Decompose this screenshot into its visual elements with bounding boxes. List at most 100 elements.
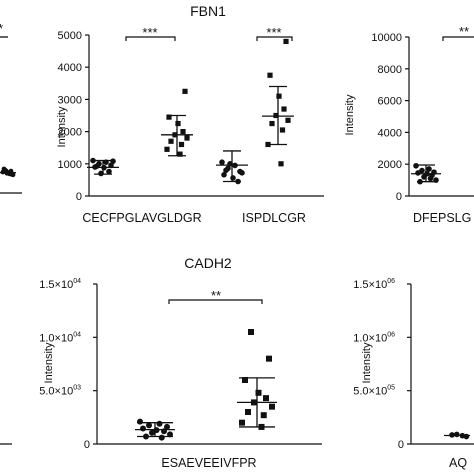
data-point [158, 434, 165, 441]
data-point [263, 395, 269, 402]
data-point [180, 129, 186, 135]
data-point [167, 431, 173, 438]
data-point [433, 177, 439, 183]
data-point [172, 132, 178, 138]
y-tick-label: 4000 [378, 127, 402, 139]
y-tick-label: 0 [396, 191, 402, 203]
data-point [140, 425, 146, 432]
y-tick-label: 2000 [378, 159, 402, 171]
data-point [245, 409, 251, 415]
y-tick-label: 5000 [58, 30, 82, 42]
data-point [427, 175, 434, 182]
category-label: CECFPGLAVGLDGR [82, 211, 201, 225]
data-point [2, 167, 8, 173]
data-point [230, 175, 236, 181]
data-point [278, 161, 284, 167]
y-ticks: 0 1000 2000 3000 4000 5000 [58, 30, 89, 203]
y-tick-label: 6000 [378, 96, 402, 108]
y-tick-label: 4000 [58, 62, 82, 74]
data-points [135, 329, 277, 441]
panel-fbn1: FBN1 Intensity 0 1000 2000 3000 4000 5000 CEC… [56, 3, 324, 225]
data-point [101, 164, 107, 171]
significance-label: ** [459, 24, 469, 39]
y-tick-label: 1.0×1004 [39, 331, 81, 344]
data-point [103, 159, 109, 165]
data-points [411, 162, 441, 185]
data-point [178, 141, 185, 148]
data-point [279, 127, 286, 133]
significance-bracket [125, 36, 176, 41]
data-point [426, 166, 432, 172]
data-point [146, 422, 152, 429]
y-ticks: 0 5.0×1005 1.0×1006 1.5×1006 [353, 278, 411, 451]
data-point [260, 412, 267, 419]
data-point [221, 171, 227, 178]
y-tick-label: 0 [76, 191, 82, 203]
data-point [283, 38, 289, 45]
data-point [110, 158, 116, 165]
y-tick-label: 1000 [58, 159, 82, 171]
y-axis-label: Intensity [56, 106, 68, 147]
significance-bracket [442, 36, 474, 41]
data-point [251, 399, 257, 406]
y-axis-label: Intensity [43, 342, 55, 383]
data-points [87, 38, 294, 185]
y-tick-label: 2000 [58, 127, 82, 139]
data-point [223, 167, 229, 174]
y-tick-label: 5.0×1003 [39, 385, 81, 398]
data-point [137, 418, 143, 425]
data-point [227, 161, 233, 167]
data-point [10, 172, 16, 178]
data-point [267, 72, 273, 78]
significance-bracket [256, 36, 293, 41]
y-ticks: 0 5.0×1003 1.0×1004 1.5×1004 [39, 278, 97, 451]
data-point [90, 157, 96, 164]
data-point [164, 423, 170, 430]
data-point [235, 178, 241, 185]
panel-bottom-right-partial: Intensity 0 5.0×1005 1.0×1006 1.5×1006 AQ [353, 278, 474, 470]
data-point [98, 170, 104, 177]
data-point [242, 377, 248, 383]
data-point [168, 138, 174, 144]
data-point [454, 431, 460, 438]
data-point [269, 120, 275, 127]
significance-bracket [168, 299, 263, 304]
y-tick-label: 10000 [371, 32, 402, 44]
chart-title: FBN1 [190, 3, 226, 19]
data-point [239, 419, 245, 426]
y-tick-label: 1.5×1004 [39, 278, 81, 291]
data-point [248, 329, 254, 335]
data-point [281, 106, 287, 112]
category-label: AQ [449, 456, 467, 470]
data-point [164, 146, 170, 152]
data-point [255, 389, 262, 396]
data-point [153, 427, 160, 434]
data-point [106, 168, 112, 175]
data-point [161, 428, 167, 435]
data-point [463, 433, 470, 440]
category-label: DFEPSLG [413, 211, 471, 225]
significance-label: *** [266, 25, 281, 40]
data-point [269, 403, 275, 410]
chart-title: CADH2 [184, 255, 232, 271]
data-point [413, 162, 419, 169]
y-axis-label: Intensity [344, 94, 356, 135]
significance-label: ** [211, 288, 221, 303]
category-label: ISPDLCGR [242, 211, 306, 225]
y-tick-label: 1.0×1006 [353, 331, 395, 344]
data-point [415, 170, 421, 176]
data-point [266, 355, 272, 362]
data-point [265, 141, 271, 148]
y-ticks: 0 2000 4000 6000 8000 10000 [371, 32, 409, 203]
y-tick-label: 3000 [58, 94, 82, 106]
data-point [156, 420, 163, 427]
data-point [108, 162, 114, 169]
y-axis-label: Intensity [361, 342, 373, 383]
panel-cadh2: CADH2 Intensity 0 5.0×1003 1.0×1004 1.5×100… [39, 255, 322, 470]
significance-label: * [0, 21, 3, 36]
y-tick-label: 0 [84, 439, 90, 451]
data-point [94, 163, 100, 169]
data-point [258, 423, 265, 430]
data-point [239, 170, 245, 176]
data-point [184, 135, 190, 141]
